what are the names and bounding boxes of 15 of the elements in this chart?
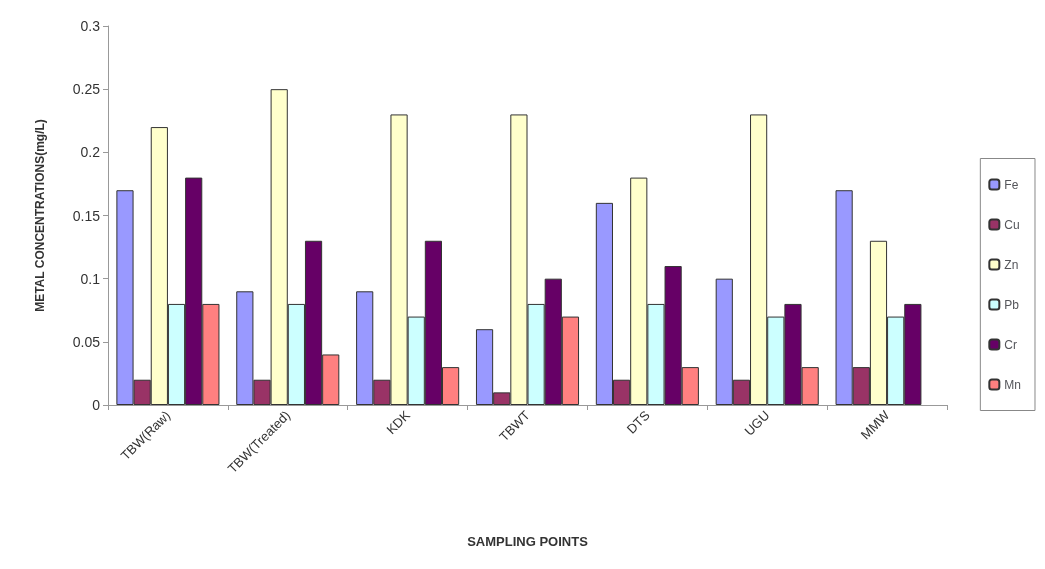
y-tick-label: 0.1 <box>80 270 101 287</box>
legend-label: Zn <box>1004 257 1019 272</box>
x-axis-title: SAMPLING POINTS <box>467 534 589 549</box>
y-tick-label: 0.05 <box>72 333 101 350</box>
y-tick-label: 0.2 <box>80 144 101 161</box>
legend-label: Cr <box>1004 337 1017 352</box>
y-tick-label: 0.25 <box>72 81 101 98</box>
y-tick-label: 0.3 <box>80 18 101 34</box>
legend-label: Pb <box>1004 297 1020 312</box>
y-axis-title: METAL CONCENTRATIONS(mg/L) <box>33 119 47 312</box>
legend-label: Fe <box>1004 177 1019 192</box>
y-tick-label: 0.15 <box>72 207 101 224</box>
y-tick-label: 0 <box>92 397 101 413</box>
legend-label: Mn <box>1004 377 1021 392</box>
legend-label: Cu <box>1004 217 1020 232</box>
